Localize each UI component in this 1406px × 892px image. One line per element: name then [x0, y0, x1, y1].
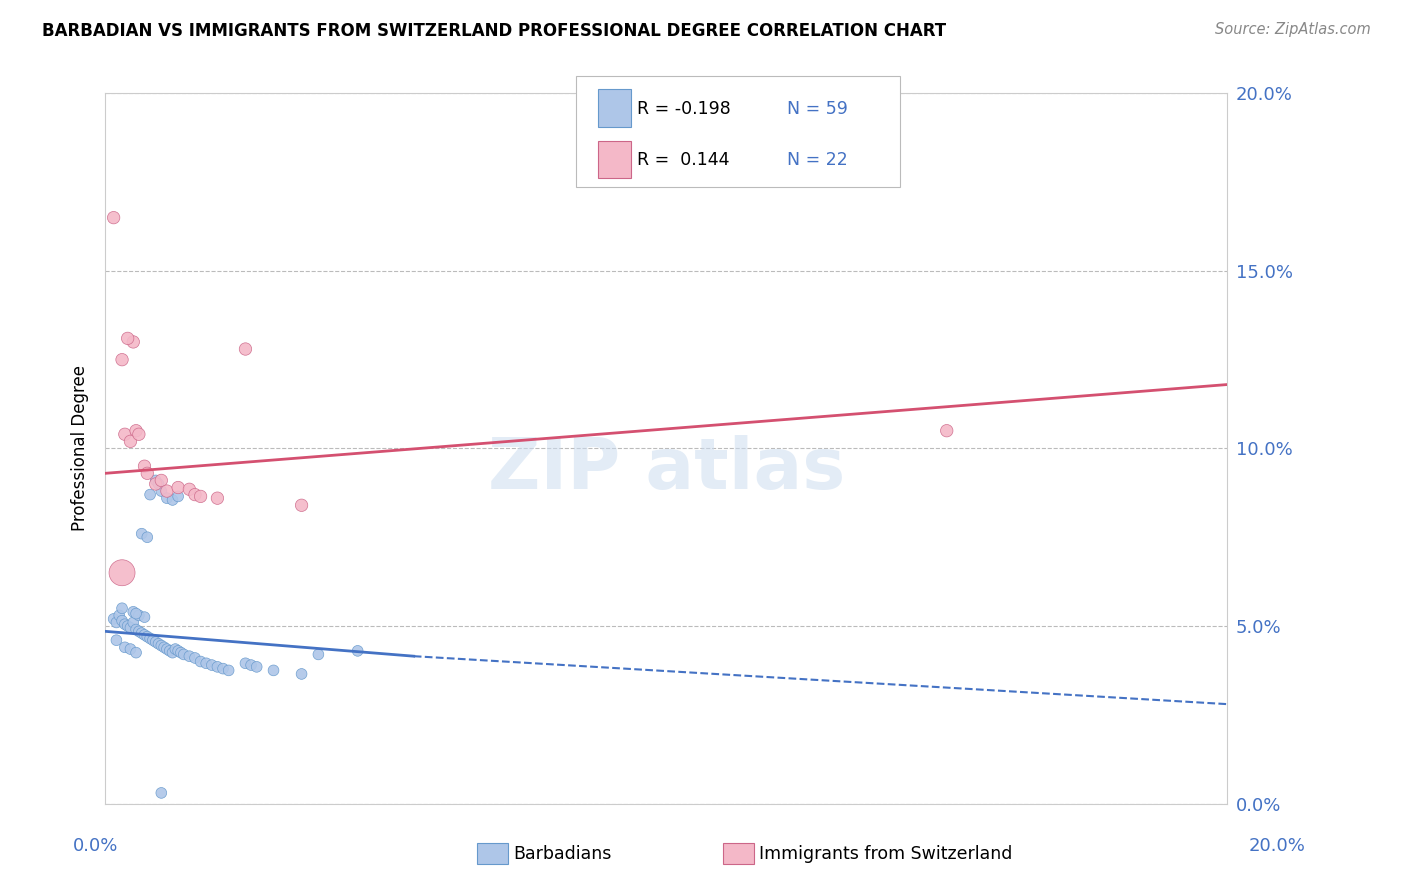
Point	[201, 658, 224, 673]
Point	[150, 484, 173, 499]
Point	[150, 474, 173, 488]
Point	[105, 633, 128, 648]
Point	[179, 483, 201, 497]
Point	[148, 637, 170, 651]
Point	[145, 477, 167, 491]
Point	[290, 667, 312, 681]
Point	[212, 662, 235, 676]
Point	[156, 642, 179, 657]
Point	[195, 657, 218, 671]
Point	[125, 424, 148, 438]
Point	[190, 655, 212, 669]
Text: Immigrants from Switzerland: Immigrants from Switzerland	[759, 845, 1012, 863]
Point	[173, 648, 195, 662]
Point	[125, 607, 148, 621]
Point	[207, 660, 229, 674]
Point	[128, 608, 150, 623]
Text: ZIP atlas: ZIP atlas	[488, 435, 845, 504]
Point	[111, 352, 134, 367]
Point	[117, 619, 139, 633]
Point	[235, 342, 257, 356]
Y-axis label: Professional Degree: Professional Degree	[72, 366, 89, 532]
Point	[150, 786, 173, 800]
Text: 20.0%: 20.0%	[1249, 837, 1305, 855]
Text: R =  0.144: R = 0.144	[637, 152, 730, 169]
Text: BARBADIAN VS IMMIGRANTS FROM SWITZERLAND PROFESSIONAL DEGREE CORRELATION CHART: BARBADIAN VS IMMIGRANTS FROM SWITZERLAND…	[42, 22, 946, 40]
Point	[131, 626, 153, 640]
Point	[935, 424, 957, 438]
Point	[167, 490, 190, 504]
Point	[136, 467, 159, 481]
Point	[156, 491, 179, 505]
Point	[170, 646, 193, 660]
Point	[142, 633, 165, 648]
Point	[117, 331, 139, 345]
Point	[105, 615, 128, 630]
Text: R = -0.198: R = -0.198	[637, 100, 731, 118]
Point	[111, 614, 134, 628]
Point	[167, 644, 190, 658]
Point	[346, 644, 368, 658]
Point	[120, 621, 142, 635]
Point	[120, 642, 142, 657]
Point	[218, 664, 240, 678]
Point	[125, 623, 148, 637]
Point	[122, 334, 145, 349]
Point	[179, 649, 201, 664]
Point	[207, 491, 229, 505]
Point	[159, 644, 181, 658]
Point	[145, 635, 167, 649]
Text: Barbadians: Barbadians	[513, 845, 612, 863]
Point	[134, 628, 156, 642]
Point	[162, 492, 184, 507]
Point	[139, 632, 162, 646]
Point	[114, 427, 136, 442]
Point	[122, 605, 145, 619]
Point	[246, 660, 269, 674]
Point	[145, 474, 167, 488]
Point	[235, 657, 257, 671]
Point	[136, 530, 159, 544]
Point	[184, 651, 207, 665]
Point	[167, 481, 190, 495]
Point	[108, 608, 131, 623]
Point	[103, 612, 125, 626]
Point	[165, 642, 187, 657]
Text: N = 22: N = 22	[787, 152, 848, 169]
Point	[307, 648, 329, 662]
Point	[134, 459, 156, 474]
Point	[153, 640, 176, 655]
Point	[111, 601, 134, 615]
Text: N = 59: N = 59	[787, 100, 848, 118]
Point	[240, 658, 263, 673]
Point	[131, 526, 153, 541]
Point	[111, 566, 134, 580]
Text: 0.0%: 0.0%	[73, 837, 118, 855]
Point	[150, 639, 173, 653]
Point	[263, 664, 285, 678]
Point	[125, 646, 148, 660]
Point	[190, 490, 212, 504]
Point	[139, 488, 162, 502]
Point	[103, 211, 125, 225]
Point	[148, 477, 170, 491]
Text: Source: ZipAtlas.com: Source: ZipAtlas.com	[1215, 22, 1371, 37]
Point	[136, 630, 159, 644]
Point	[162, 646, 184, 660]
Point	[128, 624, 150, 639]
Point	[114, 617, 136, 632]
Point	[128, 427, 150, 442]
Point	[122, 615, 145, 630]
Point	[156, 484, 179, 499]
Point	[120, 434, 142, 449]
Point	[134, 610, 156, 624]
Point	[184, 488, 207, 502]
Point	[114, 640, 136, 655]
Point	[290, 498, 312, 512]
